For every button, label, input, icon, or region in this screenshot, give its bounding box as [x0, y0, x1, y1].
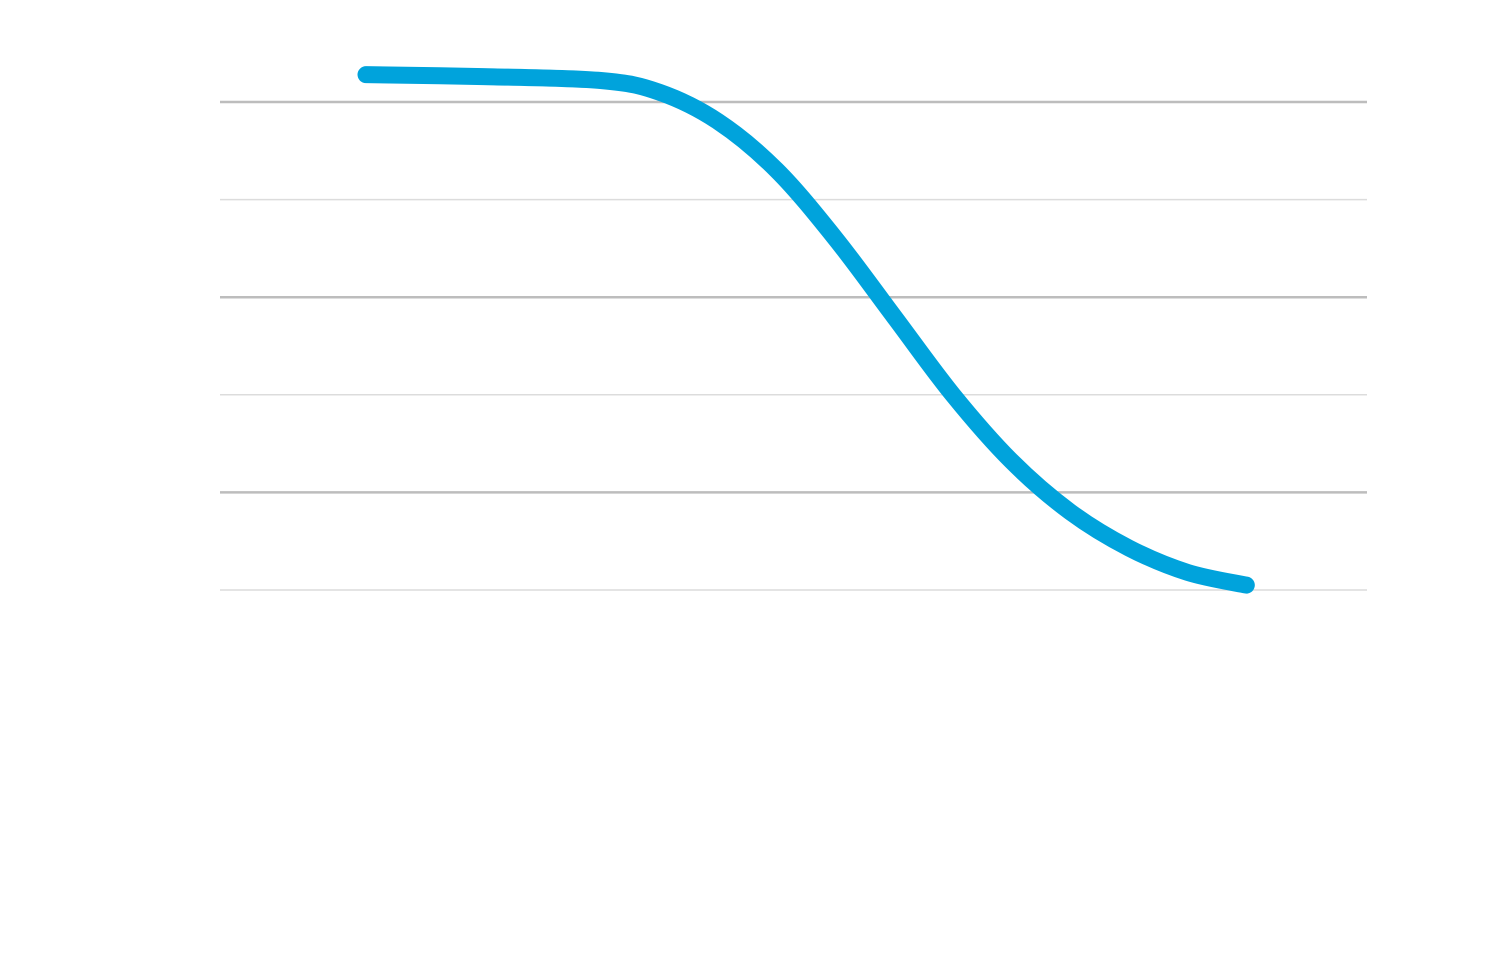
grid-layer	[220, 100, 1367, 591]
series-layer	[357, 66, 1255, 594]
series-line	[357, 66, 1255, 594]
